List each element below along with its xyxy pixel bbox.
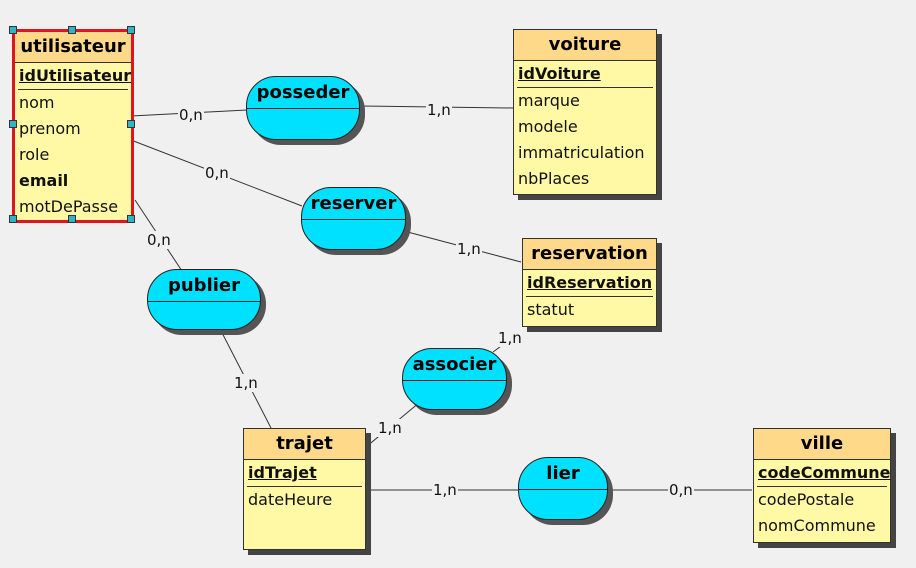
attribute: nbPlaces <box>518 169 590 188</box>
cardinality-label: 1,n <box>233 374 259 392</box>
entity-ville[interactable]: ville codeCommune codePostale nomCommune <box>753 428 891 543</box>
resize-handle[interactable] <box>127 215 135 223</box>
cardinality-label: 0,n <box>204 164 230 182</box>
attribute-key: idReservation <box>527 273 653 292</box>
attribute: statut <box>527 300 575 319</box>
cardinality-label: 0,n <box>146 231 172 249</box>
resize-handle[interactable] <box>68 215 76 223</box>
attribute-key: idTrajet <box>248 463 317 482</box>
association-label: reserver <box>302 188 405 220</box>
attribute-key: idUtilisateur <box>19 66 132 85</box>
attribute-key: idVoiture <box>518 64 601 83</box>
resize-handle[interactable] <box>9 120 17 128</box>
entity-title: voiture <box>514 30 656 61</box>
key-separator <box>526 296 653 297</box>
entity-reservation[interactable]: reservation idReservation statut <box>522 238 657 327</box>
key-separator <box>517 87 653 88</box>
attribute-key: codeCommune <box>758 463 891 482</box>
resize-handle[interactable] <box>127 26 135 34</box>
association-posseder[interactable]: posseder <box>246 76 360 140</box>
cardinality-label: 1,n <box>497 329 523 347</box>
attribute: nomCommune <box>758 516 876 535</box>
attribute: nom <box>19 93 55 112</box>
resize-handle[interactable] <box>9 215 17 223</box>
cardinality-label: 1,n <box>456 240 482 258</box>
association-label: publier <box>148 270 260 302</box>
association-associer[interactable]: associer <box>402 348 507 410</box>
association-reserver[interactable]: reserver <box>301 187 406 250</box>
cardinality-label: 1,n <box>377 419 403 437</box>
cardinality-label: 0,n <box>668 481 694 499</box>
resize-handle[interactable] <box>127 120 135 128</box>
attribute: prenom <box>19 119 81 138</box>
cardinality-label: 0,n <box>178 106 204 124</box>
cardinality-label: 1,n <box>432 481 458 499</box>
entity-voiture[interactable]: voiture idVoiture marque modele immatric… <box>513 29 657 195</box>
attribute: immatriculation <box>518 143 645 162</box>
key-separator <box>757 486 887 487</box>
entity-title: utilisateur <box>15 32 131 63</box>
attribute: role <box>19 145 50 164</box>
attribute: codePostale <box>758 490 855 509</box>
attribute: modele <box>518 117 578 136</box>
association-label: posseder <box>247 77 359 109</box>
entity-title: ville <box>754 429 890 460</box>
attribute: email <box>19 171 69 190</box>
resize-handle[interactable] <box>9 26 17 34</box>
cardinality-label: 1,n <box>426 101 452 119</box>
association-lier[interactable]: lier <box>518 457 608 520</box>
entity-utilisateur[interactable]: utilisateur idUtilisateur nom prenom rol… <box>12 29 134 223</box>
entity-title: reservation <box>523 239 656 270</box>
entity-trajet[interactable]: trajet idTrajet dateHeure <box>243 428 366 550</box>
attribute: marque <box>518 91 580 110</box>
association-publier[interactable]: publier <box>147 269 261 330</box>
attribute: motDePasse <box>19 197 119 216</box>
resize-handle[interactable] <box>68 26 76 34</box>
key-separator <box>18 89 128 90</box>
association-label: lier <box>519 458 607 490</box>
entity-title: trajet <box>244 429 365 460</box>
attribute: dateHeure <box>248 490 333 509</box>
key-separator <box>247 486 362 487</box>
association-label: associer <box>403 349 506 381</box>
